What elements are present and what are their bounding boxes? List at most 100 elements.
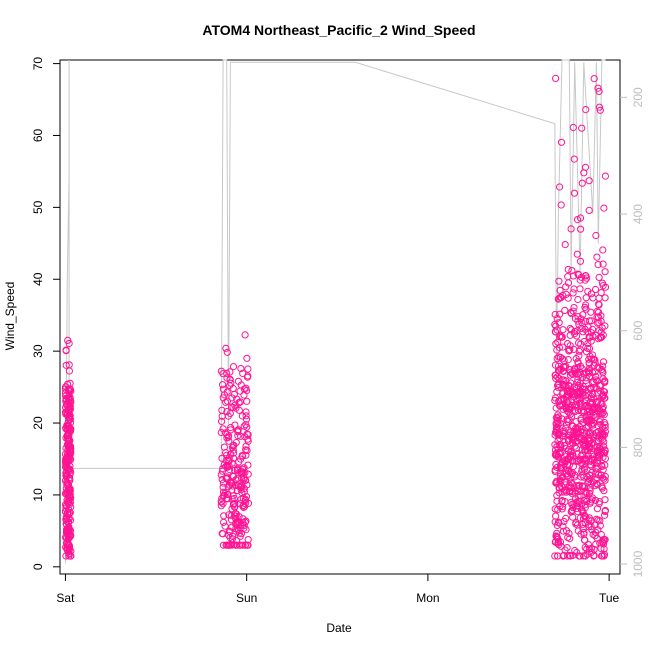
secondary-line bbox=[64, 59, 606, 564]
data-point bbox=[229, 449, 238, 457]
data-point bbox=[587, 498, 595, 506]
data-point bbox=[589, 452, 598, 460]
data-point bbox=[559, 552, 567, 560]
right-tick-label: 200 bbox=[631, 87, 645, 107]
data-point bbox=[581, 317, 589, 325]
data-point bbox=[574, 527, 582, 535]
data-point bbox=[244, 437, 252, 445]
data-point bbox=[554, 538, 563, 546]
data-point bbox=[576, 257, 585, 265]
data-point bbox=[65, 552, 73, 560]
data-point bbox=[223, 541, 231, 549]
data-point bbox=[572, 518, 580, 527]
data-point bbox=[242, 408, 250, 416]
data-point bbox=[62, 484, 70, 492]
data-point bbox=[592, 540, 600, 548]
data-point bbox=[582, 294, 590, 302]
data-point bbox=[601, 394, 609, 402]
right-tick-label: 1000 bbox=[631, 550, 645, 577]
data-point bbox=[64, 540, 73, 549]
data-point bbox=[585, 545, 594, 553]
data-point bbox=[552, 322, 560, 330]
data-point bbox=[235, 458, 243, 466]
y-tick-label: 30 bbox=[31, 344, 45, 358]
data-point bbox=[66, 527, 75, 535]
data-point bbox=[573, 332, 581, 340]
data-point bbox=[557, 332, 565, 340]
data-point bbox=[564, 381, 573, 389]
data-point bbox=[228, 459, 236, 467]
data-point bbox=[235, 398, 243, 407]
data-point bbox=[585, 333, 593, 341]
data-point bbox=[559, 389, 567, 397]
data-point bbox=[592, 231, 600, 240]
data-point bbox=[227, 516, 236, 524]
right-tick-label: 400 bbox=[631, 204, 645, 224]
data-point bbox=[578, 407, 586, 415]
data-point bbox=[239, 465, 247, 473]
data-point bbox=[220, 518, 228, 526]
data-point bbox=[224, 490, 232, 498]
data-point bbox=[579, 369, 587, 378]
data-point bbox=[581, 276, 589, 284]
data-point bbox=[590, 378, 598, 386]
data-point bbox=[600, 419, 609, 427]
data-point bbox=[222, 344, 230, 352]
data-point bbox=[220, 443, 228, 451]
data-point bbox=[218, 475, 226, 484]
data-point bbox=[558, 482, 566, 490]
data-point bbox=[237, 381, 245, 389]
data-point bbox=[575, 347, 583, 355]
data-point bbox=[586, 352, 594, 360]
data-point bbox=[578, 403, 586, 411]
data-point bbox=[222, 398, 230, 406]
data-point bbox=[217, 498, 225, 506]
data-point bbox=[552, 425, 561, 433]
data-point bbox=[587, 329, 596, 337]
data-point bbox=[552, 479, 560, 487]
data-point bbox=[553, 443, 561, 451]
data-point bbox=[559, 326, 567, 334]
data-point bbox=[238, 412, 246, 420]
data-point bbox=[242, 412, 250, 420]
data-point bbox=[591, 532, 599, 540]
data-point bbox=[232, 404, 240, 412]
chart-title: ATOM4 Northeast_Pacific_2 Wind_Speed bbox=[202, 22, 475, 38]
data-point bbox=[601, 268, 609, 276]
data-point bbox=[592, 515, 601, 523]
data-point bbox=[243, 481, 251, 489]
data-point bbox=[556, 183, 564, 191]
data-point bbox=[243, 354, 251, 362]
data-point bbox=[600, 438, 608, 446]
data-point bbox=[595, 294, 603, 302]
data-point bbox=[218, 406, 226, 414]
data-point bbox=[232, 438, 240, 447]
data-point bbox=[582, 488, 590, 496]
x-axis-label: Date bbox=[326, 621, 352, 635]
data-point bbox=[576, 276, 584, 284]
data-point bbox=[599, 403, 607, 411]
data-point bbox=[551, 371, 560, 379]
data-point bbox=[574, 359, 582, 367]
data-point bbox=[567, 479, 575, 487]
data-point bbox=[217, 428, 225, 437]
data-point bbox=[566, 324, 574, 333]
data-point bbox=[593, 253, 601, 261]
data-point bbox=[567, 225, 575, 233]
data-point bbox=[555, 484, 564, 492]
data-point bbox=[596, 410, 604, 418]
data-point bbox=[575, 339, 583, 347]
data-point bbox=[565, 483, 573, 491]
data-point bbox=[241, 495, 249, 503]
data-point bbox=[579, 311, 587, 319]
data-point bbox=[564, 533, 572, 542]
data-point bbox=[244, 536, 252, 544]
data-point bbox=[64, 413, 73, 421]
data-point bbox=[64, 441, 72, 449]
data-point bbox=[240, 391, 248, 399]
data-point bbox=[599, 362, 607, 370]
data-point bbox=[600, 475, 608, 483]
data-point bbox=[551, 361, 560, 369]
data-point bbox=[566, 342, 574, 350]
